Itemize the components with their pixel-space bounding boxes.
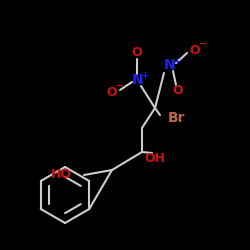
Text: HO: HO <box>51 168 72 181</box>
Text: −: − <box>199 39 207 49</box>
Text: +: + <box>174 56 180 66</box>
Text: N: N <box>132 73 144 87</box>
Text: −: − <box>116 81 124 91</box>
Text: O: O <box>107 86 117 98</box>
Text: N: N <box>164 58 176 72</box>
Text: O: O <box>190 44 200 57</box>
Text: O: O <box>132 46 142 59</box>
Text: OH: OH <box>144 152 166 164</box>
Text: Br: Br <box>168 111 186 125</box>
Text: +: + <box>142 72 148 80</box>
Text: O: O <box>173 84 183 96</box>
